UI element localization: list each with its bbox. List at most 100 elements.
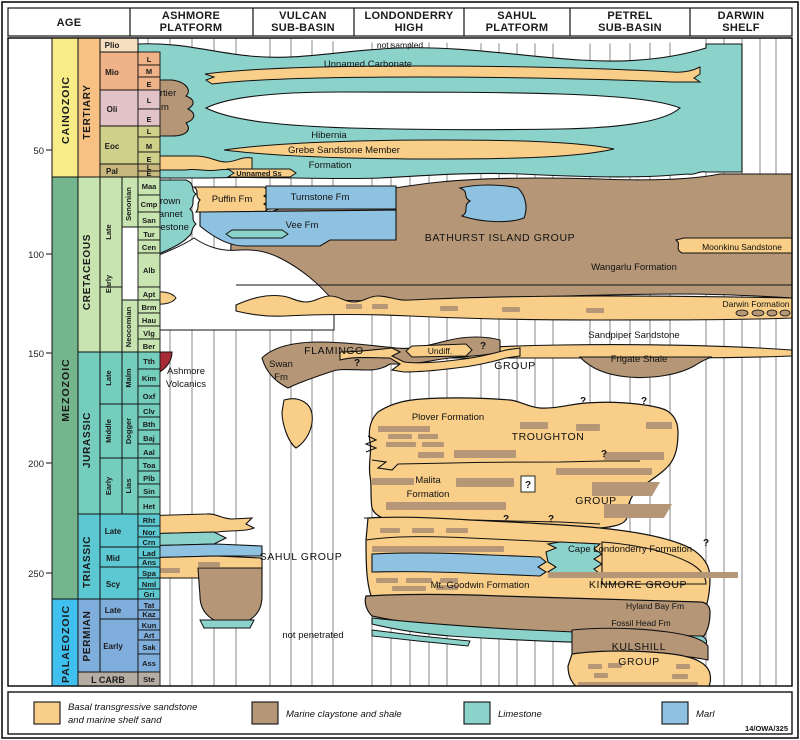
svg-text:E: E [146,169,151,178]
label-malita-fm-1: Malita [415,475,441,486]
svg-text:Art: Art [144,631,155,640]
qmark-troughton-b: ? [641,396,647,407]
epoch-p-early [99,618,139,673]
label-brown-gannet-2: Gannet [151,209,183,220]
body-upper-white-lens [204,91,682,131]
label-troughton: TROUGHTON [512,431,585,443]
label-swan-fm-2: Fm [274,372,288,383]
epoch-label-malm: Malm [124,368,133,388]
qmark-troughton-a: ? [580,396,586,407]
legend-label-marl: Marl [696,709,715,720]
epoch-label-lias: Lias [124,478,133,493]
epoch-label-t-scy: Scy [106,580,121,589]
svg-text:Ber: Ber [143,342,156,351]
legend-label-claystone: Marine claystone and shale [286,709,402,720]
svg-text:Bth: Bth [143,420,156,429]
body-ashmore-triassic-sand [138,513,256,535]
body-moonkinu-sandstone [674,237,792,254]
svg-text:Het: Het [143,502,156,511]
body-undiff-sand [405,343,473,358]
svg-text:Kun: Kun [142,621,157,630]
header-petrel-line2: SUB-BASIN [598,22,662,34]
svg-text:Cen: Cen [142,243,157,252]
header-londonderry-line1: LONDONDERRY [364,10,453,22]
period-label-lcarb: L CARB [91,675,125,685]
header-row: AGE ASHMORE PLATFORM VULCAN SUB-BASIN LO… [7,7,793,37]
epoch-k-early [99,286,123,353]
epoch-label-senonian: Senonian [124,187,133,221]
label-puffin-fm: Puffin Fm [212,194,253,205]
svg-text:Tur: Tur [143,230,155,239]
body-top-sand-stringer [204,65,702,85]
label-not-sampled: not sampled [377,40,424,50]
svg-text:E: E [146,115,151,124]
legend-swatch-claystone [251,701,279,725]
svg-text:E: E [146,80,151,89]
qmark-troughton-c: ? [601,449,607,460]
qmark-sahul-a: ? [503,514,509,525]
svg-text:San: San [142,216,156,225]
body-grebe-sandstone-member [223,139,615,160]
qmark-flamingo-a: ? [354,358,360,369]
qmark-petrel: ? [703,538,709,549]
label-mt-goodwin-formation: Mt. Goodwin Formation [431,580,530,591]
svg-text:E: E [146,155,151,164]
label-flamingo-group: GROUP [494,360,536,372]
tick-200: 200 [28,459,44,470]
svg-text:Nml: Nml [142,580,156,589]
epoch-label-k-early: Early [104,274,113,293]
epoch-label-plio: Plio [105,41,120,50]
epoch-label-p-late: Late [105,606,122,615]
geology-bodies [138,38,792,686]
period-label-jurassic: JURASSIC [82,412,93,468]
tick-250: 250 [28,569,44,580]
legend-frame [7,691,793,735]
malita-query-box [520,475,536,493]
svg-text:Kim: Kim [142,374,157,383]
svg-text:Ste: Ste [143,675,155,684]
label-brown-gannet-1: Brown [154,196,181,207]
header-sahul-line1: SAHUL [497,10,536,22]
body-sahul-base-limestone [371,629,471,647]
credit-code: 14/OWA/325 [745,724,788,733]
body-turnstone-fm [265,185,397,210]
svg-text:Sin: Sin [143,487,155,496]
era-label-mezozoic: MEZOZOIC [60,358,72,421]
darwin-fm-nodules [735,309,791,317]
label-kinmore-group: KINMORE GROUP [589,579,687,591]
label-sahul-group: SAHUL GROUP [260,551,343,563]
header-londonderry-line2: HIGH [395,22,424,34]
qmark-sahul-b: ? [548,514,554,525]
stage-column: L M E L E L M E L E Maa Cmp San Tur [137,51,161,687]
plover-malita-boundary [371,459,640,471]
label-hyland-bay-fm: Hyland Bay Fm [626,601,684,611]
svg-text:Plb: Plb [143,474,155,483]
label-ashmore-volc-1: Ashmore [167,366,205,377]
header-age-label: AGE [57,17,82,29]
epoch-label-eoc: Eoc [105,142,120,151]
legend-label-limestone: Limestone [498,709,542,720]
main-body-panel-border [7,37,793,687]
svg-text:Aal: Aal [143,448,155,457]
header-petrel-line1: PETREL [607,10,652,22]
svg-text:Brm: Brm [141,303,156,312]
label-cartier-fm-line2: Fm [155,102,169,113]
label-plover-formation: Plover Formation [412,412,484,423]
epoch-label-j-middle: Middle [104,419,113,443]
svg-text:Vlg: Vlg [143,329,155,338]
svg-text:Nor: Nor [143,528,156,537]
epoch-label-j-late: Late [104,370,113,385]
epoch-label-t-mid: Mid [106,554,120,563]
label-swan-fm-1: Swan [269,359,293,370]
epoch-label-j-early: Early [104,476,113,495]
period-label-tertiary: TERTIARY [82,84,93,139]
svg-text:Gri: Gri [144,590,155,599]
svg-text:Oxf: Oxf [143,392,156,401]
contact-zigzag-troughton-left [364,435,378,453]
legend: Basal transgressive sandstone and marine… [7,691,793,735]
svg-text:Rht: Rht [143,516,156,525]
svg-text:M: M [146,142,152,151]
svg-text:Ans: Ans [142,558,156,567]
